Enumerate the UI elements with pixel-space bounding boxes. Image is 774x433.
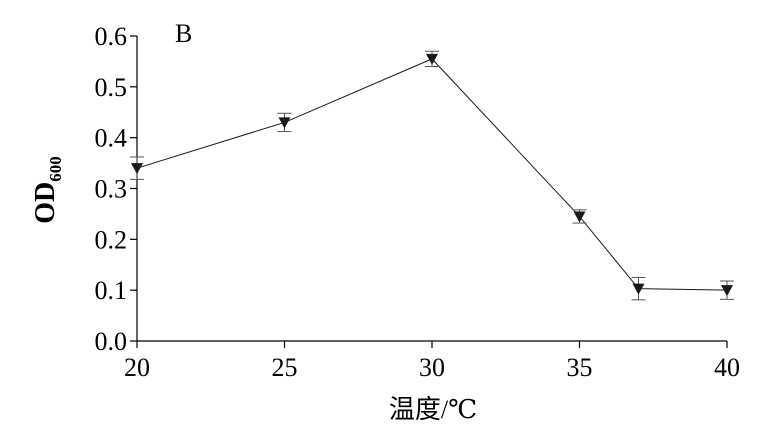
y-axis-title-main: OD xyxy=(30,182,61,224)
x-tick-label: 20 xyxy=(124,353,150,382)
y-tick-label: 0.1 xyxy=(95,276,128,305)
y-axis-title-subscript: 600 xyxy=(46,156,65,182)
series-layer xyxy=(130,50,734,301)
data-point-marker xyxy=(426,53,438,65)
x-tick-label: 30 xyxy=(419,353,445,382)
data-point-marker xyxy=(632,283,645,295)
x-ticks: 20 25 30 35 40 xyxy=(124,341,740,382)
y-tick-label: 0.6 xyxy=(95,22,128,51)
series-line xyxy=(136,58,728,291)
data-point-marker xyxy=(278,117,291,129)
y-tick-label: 0.2 xyxy=(95,225,128,254)
data-point-marker xyxy=(573,211,586,223)
data-point-marker xyxy=(721,285,733,297)
x-axis-title: 温度/℃ xyxy=(389,395,477,424)
y-tick-label: 0.0 xyxy=(95,327,128,356)
panel-label: B xyxy=(175,19,192,48)
x-tick-label: 40 xyxy=(714,353,740,382)
y-axis-title: OD600 xyxy=(30,156,65,224)
x-tick-label: 25 xyxy=(272,353,298,382)
y-ticks: 0.0 0.1 0.2 0.3 0.4 0.5 0.6 xyxy=(95,22,137,356)
y-tick-label: 0.3 xyxy=(95,175,128,204)
y-tick-label: 0.4 xyxy=(95,124,128,153)
data-point-marker xyxy=(131,163,143,175)
y-tick-label: 0.5 xyxy=(95,73,128,102)
x-tick-label: 35 xyxy=(567,353,593,382)
